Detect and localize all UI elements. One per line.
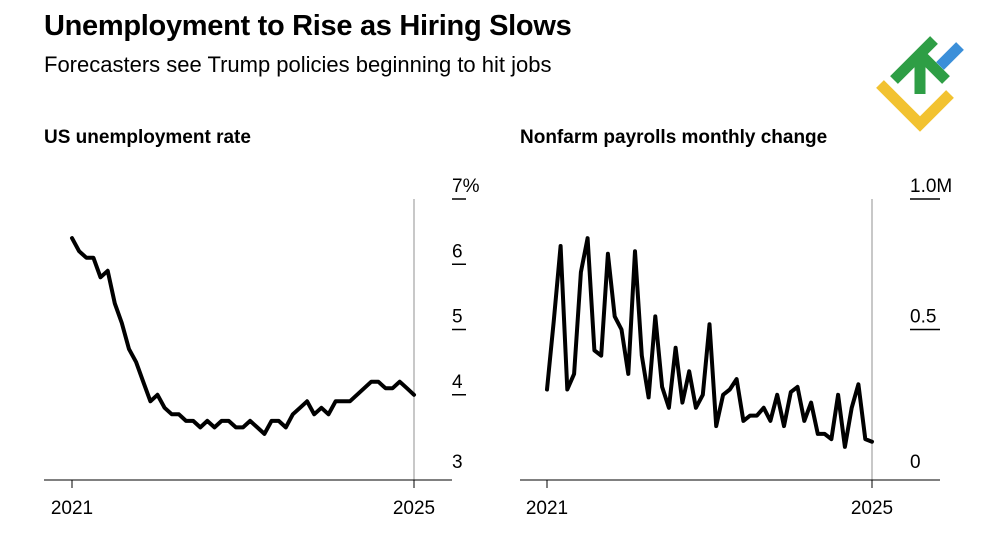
x-tick-label: 2025 xyxy=(393,498,435,519)
y-tick-label: 5 xyxy=(452,307,463,328)
brand-logo-icon xyxy=(872,36,968,132)
y-tick-label: 1.0M xyxy=(910,176,952,197)
right-chart-title: Nonfarm payrolls monthly change xyxy=(520,127,828,148)
x-tick-label: 2021 xyxy=(526,498,568,519)
chart-title: Unemployment to Rise as Hiring Slows xyxy=(44,10,572,42)
y-tick-label: 7% xyxy=(452,176,480,197)
y-tick-label: 4 xyxy=(452,372,463,393)
series-line xyxy=(545,236,874,449)
y-tick-label: 0.5 xyxy=(910,307,936,328)
left-chart-title: US unemployment rate xyxy=(44,127,251,148)
x-tick-label: 2021 xyxy=(51,498,93,519)
y-tick-label: 3 xyxy=(452,452,463,473)
x-tick-label: 2025 xyxy=(851,498,893,519)
y-tick-label: 6 xyxy=(452,241,463,262)
y-tick-label: 0 xyxy=(910,452,921,473)
chart-subtitle: Forecasters see Trump policies beginning… xyxy=(44,52,552,77)
